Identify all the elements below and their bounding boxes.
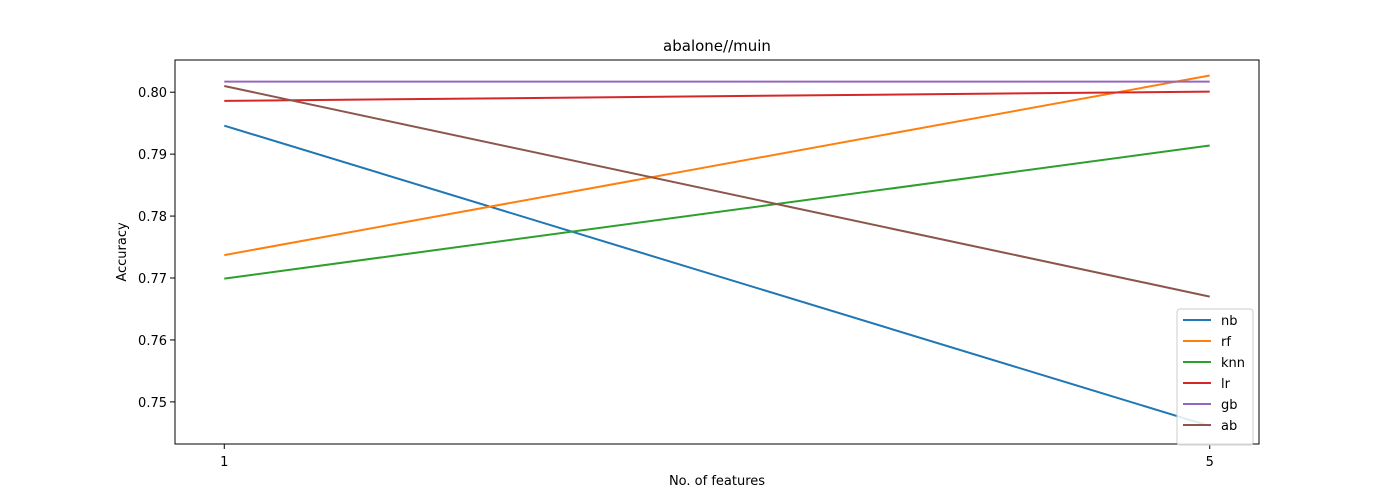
legend-label-gb: gb: [1221, 398, 1238, 413]
series-line-ab: [224, 85, 1210, 298]
series-line-nb: [223, 124, 1211, 427]
series-line-rf: [224, 74, 1210, 257]
legend-label-knn: knn: [1221, 356, 1245, 371]
y-tick-label: 0.79: [138, 148, 167, 163]
legend-label-ab: ab: [1221, 419, 1237, 434]
series-lines: [223, 74, 1211, 427]
y-tick-label: 0.77: [138, 272, 167, 287]
legend-label-rf: rf: [1221, 335, 1231, 350]
y-axis-label: Accuracy: [115, 222, 130, 282]
x-axis-label: No. of features: [669, 474, 765, 489]
series-line-lr: [224, 90, 1210, 102]
plot-frame: [174, 59, 1260, 445]
y-tick-label: 0.76: [138, 334, 167, 349]
legend-box: [1176, 308, 1254, 446]
legend-label-lr: lr: [1221, 377, 1231, 392]
x-tick-label: 1: [220, 455, 228, 470]
y-tick-label: 0.75: [138, 396, 167, 411]
chart-title: abalone//muin: [663, 37, 771, 55]
y-tick-label: 0.80: [138, 86, 167, 101]
y-tick-label: 0.78: [138, 210, 167, 225]
series-line-knn: [224, 144, 1210, 280]
axis-ticks: 1 5 0.75 0.76 0.77 0.78 0.79 0.80: [138, 86, 1214, 470]
legend: nb rf knn lr gb ab: [1176, 308, 1254, 446]
legend-label-nb: nb: [1221, 314, 1238, 329]
x-tick-label: 5: [1206, 455, 1214, 470]
